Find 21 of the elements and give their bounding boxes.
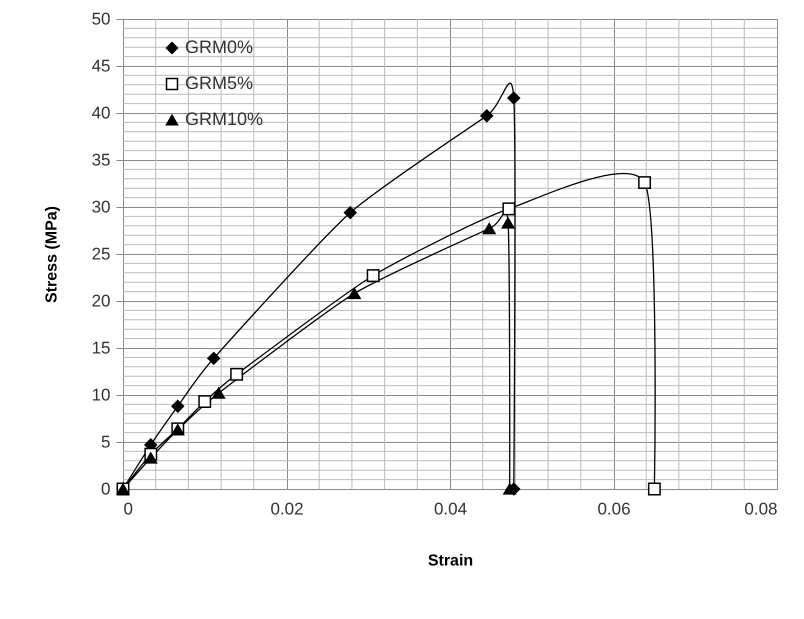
y-tick-label: 35 [92,150,110,170]
y-tick-label: 25 [92,244,110,264]
y-tick-label: 0 [101,480,110,498]
x-tick-label: 0.06 [597,500,631,518]
y-tick-label: 15 [92,338,110,358]
y-axis-title: Stress (MPa) [44,206,61,303]
legend-label: GRM0% [185,37,254,57]
y-tick-label: 10 [92,386,110,404]
x-tick-label: 0.04 [434,500,468,518]
x-tick-label: 0.08 [744,500,778,518]
x-tick-label: 0 [124,500,133,518]
x-axis-title: Strain [428,552,474,570]
y-tick-label: 50 [92,10,110,28]
legend-label: GRM10% [185,109,264,129]
x-tick-label: 0.02 [270,500,304,518]
y-tick-label: 40 [92,104,110,122]
y-tick-label: 5 [101,432,110,452]
y-tick-label: 30 [92,198,110,216]
legend-label: GRM5% [185,73,254,93]
y-tick-label: 45 [92,56,110,76]
y-tick-label: 20 [92,292,110,310]
